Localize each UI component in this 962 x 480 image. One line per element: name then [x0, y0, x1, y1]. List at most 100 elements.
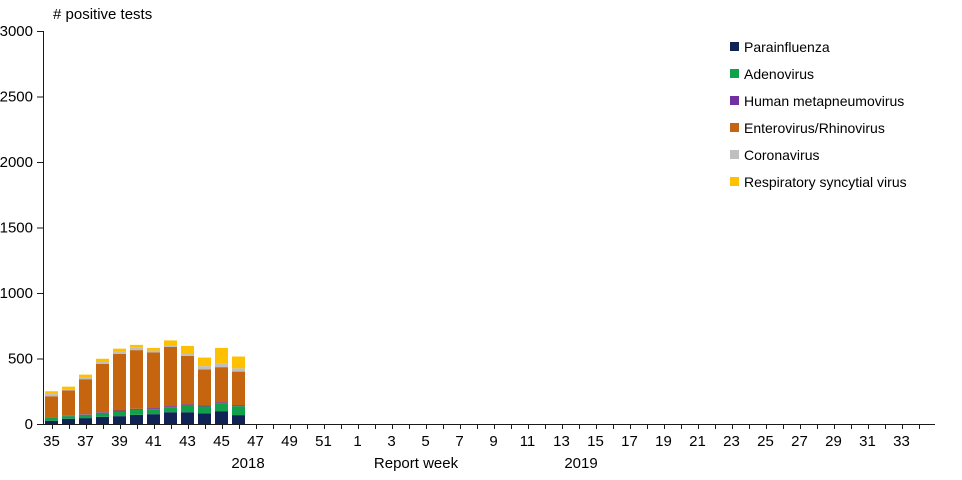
x-axis-title: Report week — [373, 455, 459, 472]
legend-item-coronavirus: Coronavirus — [730, 141, 907, 168]
legend-item-parainfluenza: Parainfluenza — [730, 33, 907, 60]
x-tick-label: 49 — [281, 433, 298, 450]
y-tick-label: 1000 — [0, 285, 33, 302]
bar-segment-adenovirus-week-46 — [232, 406, 245, 416]
x-tick-label: 3 — [387, 433, 395, 450]
x-tick-label: 21 — [689, 433, 706, 450]
bar-segment-human-metapneumovirus-week-45 — [215, 402, 228, 404]
y-tick-label: 0 — [25, 416, 33, 433]
legend-label-human-metapneumovirus: Human metapneumovirus — [744, 92, 905, 109]
bar-segment-enterovirus-rhinovirus-week-44 — [198, 369, 211, 406]
bar-segment-parainfluenza-week-38 — [96, 416, 109, 424]
x-axis-year-2018: 2018 — [231, 455, 265, 472]
legend-item-adenovirus: Adenovirus — [730, 60, 907, 87]
x-tick-label: 45 — [213, 433, 230, 450]
bar-segment-coronavirus-week-38 — [96, 362, 109, 365]
bar-segment-parainfluenza-week-42 — [164, 412, 177, 424]
bar-segment-adenovirus-week-37 — [79, 414, 92, 419]
bar-segment-parainfluenza-week-35 — [45, 420, 58, 424]
bar-segment-adenovirus-week-45 — [215, 403, 228, 412]
bar-segment-coronavirus-week-45 — [215, 363, 228, 368]
legend-swatch-parainfluenza — [730, 42, 739, 51]
bar-segment-enterovirus-rhinovirus-week-39 — [113, 353, 126, 411]
bar-segment-parainfluenza-week-43 — [181, 412, 194, 424]
bar-segment-human-metapneumovirus-week-43 — [181, 404, 194, 406]
bar-segment-enterovirus-rhinovirus-week-37 — [79, 379, 92, 415]
bar-segment-coronavirus-week-43 — [181, 353, 194, 356]
bar-segment-coronavirus-week-46 — [232, 368, 245, 372]
bar-segment-human-metapneumovirus-week-41 — [147, 408, 160, 410]
bar-segment-parainfluenza-week-39 — [113, 416, 126, 424]
bar-segment-human-metapneumovirus-week-40 — [130, 408, 143, 410]
bar-segment-adenovirus-week-42 — [164, 407, 177, 413]
bar-segment-respiratory-syncytial-virus-week-38 — [96, 358, 109, 363]
y-tick-label: 2500 — [0, 89, 33, 106]
x-tick-label: 39 — [111, 433, 128, 450]
bar-segment-human-metapneumovirus-week-38 — [96, 412, 109, 413]
legend-label-respiratory-syncytial-virus: Respiratory syncytial virus — [744, 173, 907, 190]
bar-segment-respiratory-syncytial-virus-week-43 — [181, 345, 194, 354]
bar-segment-human-metapneumovirus-week-42 — [164, 406, 177, 408]
bar-segment-respiratory-syncytial-virus-week-45 — [215, 347, 228, 364]
x-tick-label: 25 — [757, 433, 774, 450]
y-axis-title: # positive tests — [53, 6, 153, 23]
bar-segment-adenovirus-week-36 — [62, 416, 75, 419]
bar-segment-enterovirus-rhinovirus-week-43 — [181, 355, 194, 405]
bar-segment-adenovirus-week-44 — [198, 406, 211, 414]
x-tick-label: 33 — [893, 433, 910, 450]
bar-segment-coronavirus-week-40 — [130, 347, 143, 351]
x-tick-label: 27 — [791, 433, 808, 450]
bar-segment-coronavirus-week-44 — [198, 366, 211, 370]
bar-segment-enterovirus-rhinovirus-week-38 — [96, 364, 109, 413]
bar-segment-respiratory-syncytial-virus-week-35 — [45, 391, 58, 394]
bar-segment-respiratory-syncytial-virus-week-39 — [113, 348, 126, 352]
bar-segment-human-metapneumovirus-week-37 — [79, 414, 92, 415]
bar-segment-enterovirus-rhinovirus-week-40 — [130, 350, 143, 409]
bar-segment-enterovirus-rhinovirus-week-41 — [147, 352, 160, 409]
y-tick-label: 500 — [8, 351, 33, 368]
bar-segment-human-metapneumovirus-week-46 — [232, 405, 245, 407]
bar-segment-coronavirus-week-36 — [62, 389, 75, 391]
legend-swatch-respiratory-syncytial-virus — [730, 177, 739, 186]
legend-swatch-enterovirus-rhinovirus — [730, 123, 739, 132]
y-tick-label: 2000 — [0, 154, 33, 171]
bar-segment-enterovirus-rhinovirus-week-42 — [164, 346, 177, 407]
x-axis-year-2019: 2019 — [564, 455, 598, 472]
x-tick-label: 31 — [859, 433, 876, 450]
bar-segment-respiratory-syncytial-virus-week-36 — [62, 386, 75, 390]
x-tick-label: 15 — [587, 433, 604, 450]
bar-segment-human-metapneumovirus-week-39 — [113, 410, 126, 412]
bar-segment-adenovirus-week-39 — [113, 411, 126, 417]
legend-swatch-human-metapneumovirus — [730, 96, 739, 105]
bar-segment-adenovirus-week-43 — [181, 405, 194, 413]
x-tick-label: 41 — [145, 433, 162, 450]
legend-label-coronavirus: Coronavirus — [744, 146, 820, 163]
y-tick-label: 3000 — [0, 23, 33, 40]
legend-item-human-metapneumovirus: Human metapneumovirus — [730, 87, 907, 114]
legend-swatch-adenovirus — [730, 69, 739, 78]
bar-segment-coronavirus-week-41 — [147, 350, 160, 353]
legend-swatch-coronavirus — [730, 150, 739, 159]
x-tick-label: 17 — [621, 433, 638, 450]
bar-segment-coronavirus-week-35 — [45, 393, 58, 397]
bar-segment-respiratory-syncytial-virus-week-42 — [164, 340, 177, 345]
x-tick-label: 1 — [353, 433, 361, 450]
x-tick-label: 37 — [77, 433, 94, 450]
x-tick-label: 5 — [421, 433, 429, 450]
bar-segment-enterovirus-rhinovirus-week-46 — [232, 371, 245, 406]
x-tick-label: 43 — [179, 433, 196, 450]
bar-segment-adenovirus-week-41 — [147, 409, 160, 415]
bar-segment-parainfluenza-week-45 — [215, 411, 228, 424]
bar-segment-adenovirus-week-38 — [96, 412, 109, 417]
bar-segment-parainfluenza-week-44 — [198, 413, 211, 424]
bar-segment-adenovirus-week-35 — [45, 417, 58, 421]
bar-segment-adenovirus-week-40 — [130, 409, 143, 415]
x-tick-label: 11 — [520, 433, 536, 450]
x-tick-label: 23 — [723, 433, 740, 450]
bar-segment-coronavirus-week-42 — [164, 345, 177, 347]
x-tick-label: 9 — [489, 433, 497, 450]
bar-segment-respiratory-syncytial-virus-week-46 — [232, 356, 245, 369]
x-tick-label: 47 — [247, 433, 264, 450]
